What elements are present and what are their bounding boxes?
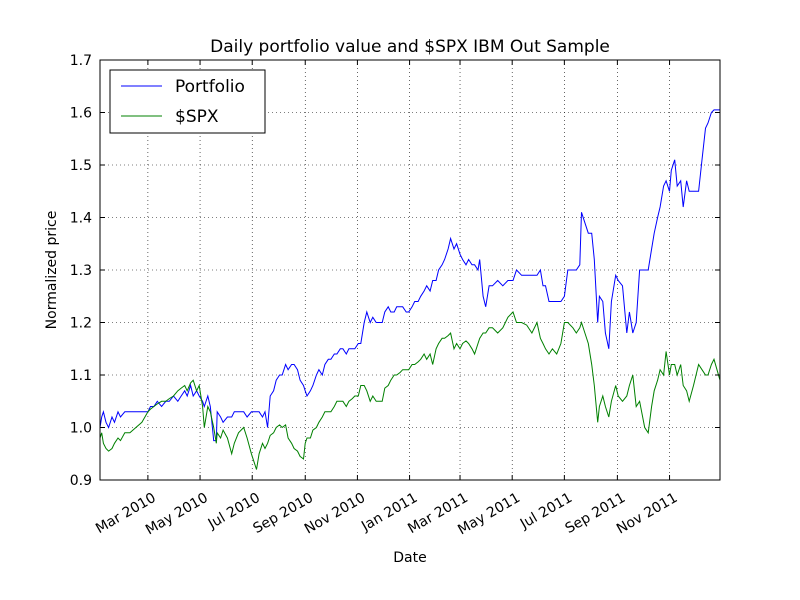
y-tick-label: 1.6 (70, 106, 92, 122)
y-tick-label: 1.0 (70, 421, 92, 437)
series-line-portfolio (99, 109, 720, 442)
y-tick-label: 0.9 (70, 473, 92, 489)
legend-box (109, 69, 266, 134)
y-tick-label: 1.4 (70, 211, 92, 227)
y-tick-label: 1.3 (70, 263, 92, 279)
y-axis-label: Normalized price (44, 211, 60, 330)
chart-title: Daily portfolio value and $SPX IBM Out S… (210, 37, 610, 57)
y-tick-label: 1.1 (70, 368, 92, 384)
legend-label-portfolio: Portfolio (175, 77, 245, 97)
series-line-spx (99, 311, 721, 470)
legend-label-spx: $SPX (175, 107, 219, 127)
x-axis-label: Date (393, 550, 426, 566)
plot-frame (99, 59, 721, 481)
grid (100, 60, 720, 480)
legend: Portfolio $SPX (109, 69, 266, 134)
series-layer (99, 109, 721, 470)
y-tick-label: 1.7 (70, 53, 92, 69)
y-tick-label: 1.5 (70, 158, 92, 174)
y-tick-label: 1.2 (70, 316, 92, 332)
